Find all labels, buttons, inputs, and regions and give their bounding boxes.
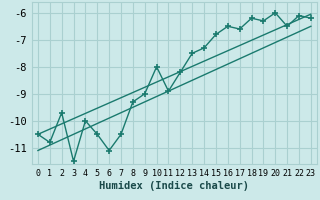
X-axis label: Humidex (Indice chaleur): Humidex (Indice chaleur)	[100, 181, 249, 191]
